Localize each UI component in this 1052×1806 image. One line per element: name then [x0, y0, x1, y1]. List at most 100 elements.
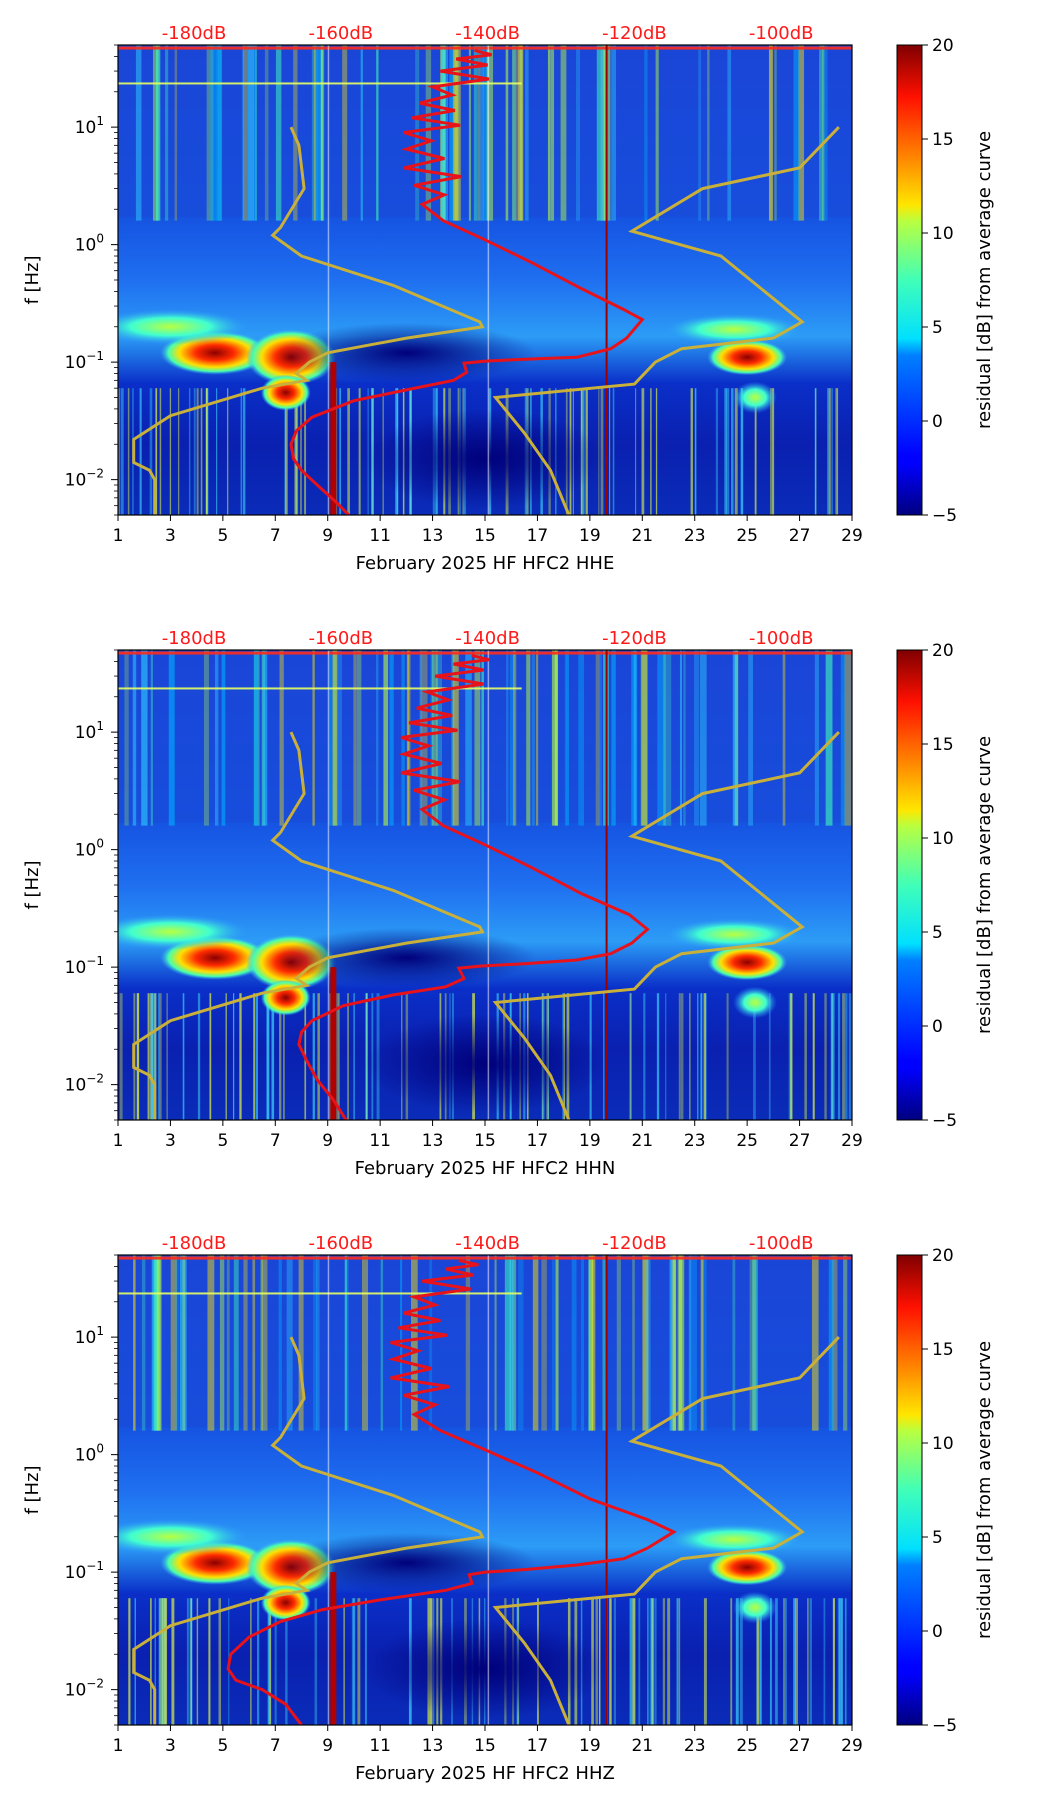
spectrogram-streak	[430, 650, 434, 826]
spectrogram-streak	[182, 1255, 186, 1431]
spectrogram-streak	[512, 45, 516, 221]
x-tick-label: 21	[631, 1736, 653, 1756]
spectrogram-streak	[400, 1255, 403, 1431]
spectrogram-streak	[663, 650, 666, 826]
spectrogram-streak	[186, 1598, 189, 1725]
spectrogram-streak	[153, 1255, 160, 1431]
spectrogram-streak	[727, 45, 732, 221]
spectrogram-streak	[740, 388, 744, 515]
persistent-signal	[330, 1572, 337, 1725]
y-tick-label: 10−1	[65, 954, 104, 978]
spectrogram-streak	[149, 388, 153, 515]
high-noise-model-curve	[492, 731, 840, 1120]
spectrogram-streak	[239, 993, 242, 1120]
spectrogram-streak	[263, 650, 268, 826]
spectrogram-streak	[284, 388, 288, 515]
spectrogram-streak	[843, 1255, 848, 1431]
spectrogram-streak	[120, 388, 124, 515]
spectrogram-streak	[376, 45, 379, 221]
spectrogram-streak	[465, 650, 472, 826]
spectrogram-streak	[644, 45, 648, 221]
db-scale-label: -160dB	[309, 628, 374, 649]
spectrogram-streak	[473, 45, 478, 221]
spectrogram-streak	[667, 1598, 671, 1725]
spectrogram-streak	[770, 388, 772, 515]
x-tick-label: 29	[841, 1736, 863, 1756]
spectrogram-streak	[267, 1598, 271, 1725]
spectrogram-streak	[360, 45, 363, 221]
colorbar-tick-label: 5	[932, 318, 943, 338]
y-axis-label: f [Hz]	[22, 1465, 43, 1514]
quiet-region	[365, 1618, 605, 1719]
spectrogram-streak	[576, 45, 581, 221]
spectrogram-streak	[703, 993, 706, 1120]
spectrogram-streak	[128, 1598, 131, 1725]
colorbar-tick-label: 0	[932, 412, 943, 432]
spectrogram-streak	[264, 45, 269, 221]
spectral-line	[118, 82, 522, 85]
spectrogram-streak	[320, 45, 324, 221]
microseism-warm	[733, 381, 778, 414]
colorbar-tick-label: −5	[932, 506, 957, 526]
spectrogram-streak	[468, 45, 471, 221]
spectrogram-streak	[807, 1598, 809, 1725]
spectrogram-streak	[136, 993, 140, 1120]
spectrogram-streak	[328, 650, 333, 826]
spectrogram-streak	[346, 1255, 349, 1431]
x-tick-label: 11	[369, 1131, 391, 1151]
x-tick-label: 1	[113, 1736, 124, 1756]
x-tick-label: 5	[217, 1131, 228, 1151]
spectrogram-streak	[119, 993, 123, 1120]
spectrogram-streak	[836, 388, 838, 515]
spectrogram-streak	[232, 993, 235, 1120]
spectrogram-streak	[726, 388, 730, 515]
spectrogram-streak	[169, 388, 172, 515]
microseism-warm	[733, 986, 778, 1019]
spectrogram-streak	[835, 388, 839, 515]
spectrogram-streak	[518, 1255, 524, 1431]
spectrogram-streak	[506, 650, 509, 826]
spectrogram-streak	[286, 1255, 293, 1431]
spectral-line	[118, 687, 522, 690]
spectrogram-streak	[216, 388, 218, 515]
spectrogram-streak	[838, 1598, 841, 1725]
spectrogram-streak	[698, 45, 702, 221]
x-tick-label: 9	[322, 1131, 333, 1151]
spectrogram-streak	[337, 650, 342, 826]
x-tick-label: 15	[474, 526, 496, 546]
x-tick-label: 3	[165, 526, 176, 546]
spectrogram-streak	[552, 1255, 555, 1431]
spectrogram-streak	[219, 1255, 225, 1431]
db-scale-label: -140dB	[455, 1233, 520, 1254]
microseism-warm	[118, 308, 251, 345]
spectrogram-streak	[611, 650, 616, 826]
spectrogram-streak	[225, 993, 227, 1120]
spectrogram-streak	[759, 1598, 762, 1725]
spectrogram-streak	[555, 1255, 559, 1431]
spectrogram-streak	[775, 1598, 778, 1725]
spectrogram-streak	[494, 1255, 497, 1431]
spectrogram-streak	[844, 650, 852, 826]
db-scale-label: -180dB	[162, 23, 227, 44]
spectrogram-streak	[271, 993, 275, 1120]
db-scale-label: -180dB	[162, 628, 227, 649]
colorbar	[896, 1254, 923, 1726]
spectrogram-streak	[644, 1255, 651, 1431]
spectrogram-streak	[724, 388, 727, 515]
db-scale-label: -120dB	[602, 628, 667, 649]
microseism-hotspot	[707, 339, 788, 376]
spectrogram-streak	[827, 388, 830, 515]
db-scale-label: -180dB	[162, 1233, 227, 1254]
quiet-region	[276, 1532, 537, 1593]
y-tick-label: 101	[75, 719, 104, 743]
spectrogram-streak	[429, 1255, 433, 1431]
db-scale-label: -120dB	[602, 1233, 667, 1254]
spectrogram-streak	[182, 993, 185, 1120]
x-tick-label: 17	[527, 1131, 549, 1151]
x-tick-label: 11	[369, 526, 391, 546]
y-axis-label: f [Hz]	[22, 255, 43, 304]
db-scale-label: -140dB	[455, 23, 520, 44]
db-scale-label: -100dB	[749, 628, 814, 649]
spectrogram-streak	[300, 388, 302, 515]
